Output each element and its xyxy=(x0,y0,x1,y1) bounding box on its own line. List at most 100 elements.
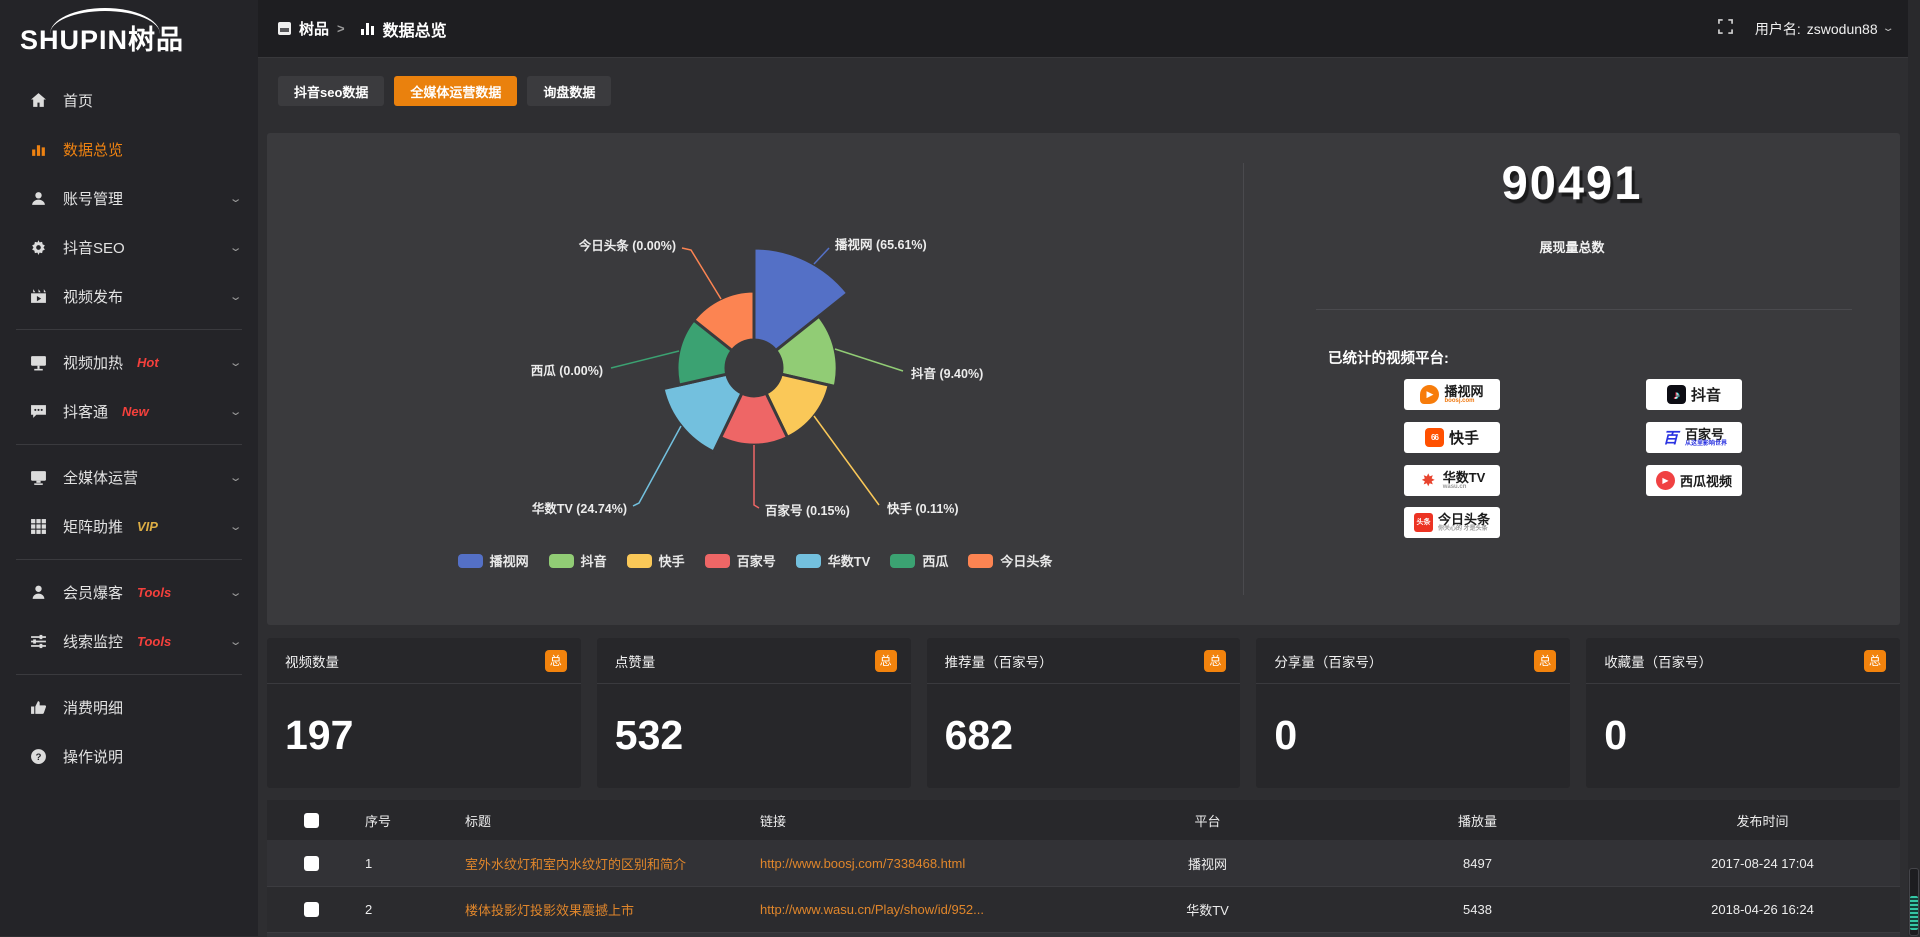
logo-arc-icon xyxy=(50,8,160,34)
chat-icon xyxy=(30,403,47,420)
cell-url-link[interactable]: http://www.boosj.com/7338468.html xyxy=(760,855,966,871)
sidebar-item-douyin-seo[interactable]: 抖音SEO ⌄ xyxy=(0,223,258,272)
platform-badge-toutiao: 头条 今日头条 你关心的 才是头条 xyxy=(1404,507,1500,538)
gear-icon xyxy=(30,239,47,256)
bar-chart-icon xyxy=(360,22,375,35)
sidebar-item-account[interactable]: 账号管理 ⌄ xyxy=(0,174,258,223)
sidebar-item-help[interactable]: ? 操作说明 xyxy=(0,732,258,781)
pie-slice-华数TV[interactable] xyxy=(661,372,744,455)
legend-swatch xyxy=(795,553,821,568)
stat-card-video-count: 视频数量 总 197 xyxy=(267,638,581,788)
topbar: 树品 > 数据总览 用户名: zswodun88 ⌄ xyxy=(258,0,1920,58)
legend-label: 抖音 xyxy=(580,554,607,569)
cell-url-link[interactable]: http://www.wasu.cn/Play/show/id/952... xyxy=(760,902,984,917)
sidebar: SHUPIN树品 首页 数据总览 账号管理 ⌄ 抖音SEO ⌄ 视频发布 ⌄ xyxy=(0,0,258,936)
sidebar-divider xyxy=(16,444,242,445)
video-upload-icon xyxy=(30,288,47,305)
legend-item[interactable]: 百家号 xyxy=(704,551,776,570)
sidebar-item-omnimedia[interactable]: 全媒体运营 ⌄ xyxy=(0,453,258,502)
legend-item[interactable]: 快手 xyxy=(626,551,685,570)
stat-card-title: 视频数量 xyxy=(285,654,339,670)
cell-platform: 华数TV xyxy=(1186,903,1229,918)
legend-swatch xyxy=(626,553,652,568)
legend-item[interactable]: 华数TV xyxy=(795,551,871,570)
home-icon xyxy=(30,92,47,109)
username-value: zswodun88 xyxy=(1806,20,1878,37)
sidebar-item-data-overview[interactable]: 数据总览 xyxy=(0,125,258,174)
chevron-down-icon: ⌄ xyxy=(228,587,243,599)
legend-label: 播视网 xyxy=(489,554,529,569)
cell-no: 2 xyxy=(365,902,373,917)
chevron-down-icon: ⌄ xyxy=(228,472,243,484)
legend-item[interactable]: 今日头条 xyxy=(968,551,1052,570)
baijiahao-logo-icon: 百 xyxy=(1662,430,1678,447)
sidebar-item-member-burst[interactable]: 会员爆客 Tools ⌄ xyxy=(0,568,258,617)
chevron-down-icon: ⌄ xyxy=(228,193,243,205)
xigua-logo-icon: ▶ xyxy=(1655,471,1675,490)
stat-card-title: 推荐量（百家号） xyxy=(944,654,1053,670)
cell-time: 2017-08-24 17:04 xyxy=(1711,855,1814,871)
total-impressions-label: 展现量总数 xyxy=(1539,240,1605,255)
chevron-down-icon: ⌄ xyxy=(228,291,243,303)
sidebar-item-spend-detail[interactable]: 消费明细 xyxy=(0,683,258,732)
breadcrumb-root[interactable]: 树品 xyxy=(299,21,330,38)
sidebar-item-doketong[interactable]: 抖客通 New ⌄ xyxy=(0,387,258,436)
sidebar-item-home[interactable]: 首页 xyxy=(0,76,258,125)
svg-text:?: ? xyxy=(36,752,42,763)
legend-item[interactable]: 抖音 xyxy=(548,551,607,570)
sidebar-item-video-heat[interactable]: 视频加热 Hot ⌄ xyxy=(0,338,258,387)
pie-label-line xyxy=(681,247,722,300)
toutiao-logo-icon: 头条 xyxy=(1413,513,1433,532)
panel-divider xyxy=(1243,163,1244,595)
select-all-checkbox[interactable] xyxy=(303,812,319,828)
col-header-platform: 平台 xyxy=(1194,813,1221,829)
main-content: 抖音seo数据 全媒体运营数据 询盘数据 播视网 (65.61%) 抖音 (9.4… xyxy=(258,0,1920,937)
sidebar-item-lead-monitor[interactable]: 线索监控 Tools ⌄ xyxy=(0,617,258,666)
stat-cards: 视频数量 总 197 点赞量 总 532 推荐量（百家号） 总 682 分享量（百家号… xyxy=(267,638,1900,788)
new-badge: New xyxy=(122,404,149,419)
legend-item[interactable]: 播视网 xyxy=(457,551,529,570)
fullscreen-button[interactable] xyxy=(1717,18,1733,39)
stat-card-value: 0 xyxy=(1274,712,1298,758)
legend-label: 华数TV xyxy=(827,554,871,569)
legend-swatch xyxy=(704,553,730,568)
chart-legend: 播视网 抖音 快手 百家号 华数TV 西瓜 今日头条 xyxy=(267,551,1243,570)
vip-badge: VIP xyxy=(137,519,158,534)
cell-plays: 5438 xyxy=(1463,902,1492,917)
sidebar-item-label: 数据总览 xyxy=(63,142,124,159)
pie-label-line xyxy=(813,247,830,265)
legend-label: 快手 xyxy=(658,554,685,569)
col-header-no: 序号 xyxy=(365,813,392,829)
sidebar-item-label: 抖客通 xyxy=(63,404,109,421)
sidebar-item-label: 全媒体运营 xyxy=(63,470,139,487)
sidebar-item-label: 抖音SEO xyxy=(63,240,125,257)
pie-slice-抖音[interactable] xyxy=(773,314,839,389)
row-checkbox[interactable] xyxy=(303,902,319,917)
pie-slice-播视网[interactable] xyxy=(752,246,850,353)
pie-slice-今日头条[interactable] xyxy=(691,289,756,353)
tab-inquiry[interactable]: 询盘数据 xyxy=(527,76,612,106)
cell-title-link[interactable]: 楼体投影灯投影效果震撼上市 xyxy=(465,903,635,918)
tab-omnimedia[interactable]: 全媒体运营数据 xyxy=(394,76,518,106)
pie-label: 西瓜 (0.00%) xyxy=(531,364,603,378)
stat-card-title: 分享量（百家号） xyxy=(1274,654,1383,670)
cell-no: 1 xyxy=(365,855,373,871)
douyin-logo-icon: ♪ xyxy=(1666,385,1686,404)
pie-label-line xyxy=(632,425,682,507)
sidebar-item-video-publish[interactable]: 视频发布 ⌄ xyxy=(0,272,258,321)
sidebar-divider xyxy=(16,674,242,675)
platform-badge-kuaishou: 66 快手 xyxy=(1404,422,1500,453)
platform-badge-wasu: ✸ 华数TV wasu.cn xyxy=(1404,465,1500,496)
sidebar-item-label: 操作说明 xyxy=(63,749,124,766)
legend-item[interactable]: 西瓜 xyxy=(890,551,948,570)
tab-douyin-seo[interactable]: 抖音seo数据 xyxy=(278,76,385,106)
scrollbar-track[interactable] xyxy=(1908,0,1920,936)
legend-swatch xyxy=(548,553,574,568)
tools-badge: Tools xyxy=(137,585,172,600)
row-checkbox[interactable] xyxy=(303,855,319,871)
question-icon: ? xyxy=(30,748,47,765)
cell-title-link[interactable]: 室外水纹灯和室内水纹灯的区别和简介 xyxy=(465,856,687,872)
cell-platform: 播视网 xyxy=(1187,856,1227,872)
user-menu[interactable]: 用户名: zswodun88 ⌄ xyxy=(1755,19,1895,39)
sidebar-item-matrix-boost[interactable]: 矩阵助推 VIP ⌄ xyxy=(0,502,258,551)
